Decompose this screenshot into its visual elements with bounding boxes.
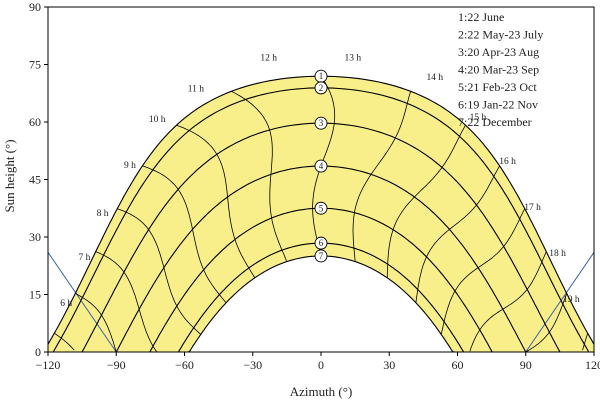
series-marker-5 xyxy=(314,201,328,215)
hour-label-11: 17 h xyxy=(524,203,541,213)
hour-line-17 xyxy=(469,251,547,352)
y-axis-label: Sun height (°) xyxy=(2,139,17,212)
y-tick-label-1: 15 xyxy=(29,288,41,302)
legend-item-3: 3:20 Apr-23 Aug xyxy=(458,45,539,59)
y-tick-label-0: 0 xyxy=(35,345,41,359)
series-marker-4 xyxy=(314,159,328,173)
hour-label-3: 9 h xyxy=(124,161,136,171)
hour-label-5: 11 h xyxy=(188,84,205,94)
series-marker-7 xyxy=(314,249,328,263)
series-marker-label-6: 6 xyxy=(319,238,324,248)
legend-item-1: 1:22 June xyxy=(458,10,504,24)
series-marker-label-2: 2 xyxy=(319,83,324,93)
x-tick-label-7: 90 xyxy=(520,358,532,372)
series-marker-label-5: 5 xyxy=(319,203,324,213)
hour-line-10 xyxy=(176,124,256,279)
x-axis-label: Azimuth (°) xyxy=(290,384,353,399)
y-tick-label-3: 45 xyxy=(29,173,41,187)
x-tick-label-2: −60 xyxy=(175,358,194,372)
hour-line-9 xyxy=(142,165,227,304)
series-marker-3 xyxy=(314,116,328,130)
legend: 1:22 June 2:22 May-23 July 3:20 Apr-23 Aug… xyxy=(458,10,543,129)
series-marker-2 xyxy=(314,81,328,95)
hour-line-5 xyxy=(54,332,75,351)
x-tick-label-3: −30 xyxy=(243,358,262,372)
hour-label-9: 15 h xyxy=(470,113,487,123)
obstruction-line-left xyxy=(47,252,117,353)
series-marker-label-1: 1 xyxy=(319,71,324,81)
hour-label-10: 16 h xyxy=(499,157,516,167)
legend-item-5: 5:21 Feb-23 Oct xyxy=(458,80,537,94)
legend-item-2: 2:22 May-23 July xyxy=(458,28,543,42)
legend-item-4: 4:20 Mar-23 Sep xyxy=(458,63,539,77)
y-tick-label-5: 75 xyxy=(29,58,41,72)
legend-item-6: 6:19 Jan-22 Nov xyxy=(458,98,538,112)
hour-label-8: 14 h xyxy=(426,73,443,83)
x-tick-label-4: 0 xyxy=(318,358,324,372)
hour-label-0: 6 h xyxy=(60,299,72,309)
hour-label-7: 13 h xyxy=(345,54,362,64)
series-marker-label-4: 4 xyxy=(319,161,324,171)
hour-line-14 xyxy=(386,125,466,278)
hour-line-11 xyxy=(231,90,288,262)
hour-line-16 xyxy=(440,208,526,335)
hour-label-2: 8 h xyxy=(97,209,109,219)
hour-line-18 xyxy=(525,293,568,352)
obstruction-line-right xyxy=(525,252,595,353)
x-tick-label-6: 60 xyxy=(452,358,464,372)
hour-line-7 xyxy=(95,251,158,352)
x-tick-label-0: −120 xyxy=(36,358,61,372)
hour-line-13 xyxy=(352,91,411,262)
hour-line-8 xyxy=(117,208,202,335)
hour-line-6 xyxy=(75,293,117,352)
hour-label-1: 7 h xyxy=(78,253,90,263)
hour-label-4: 10 h xyxy=(149,115,166,125)
hour-label-6: 12 h xyxy=(260,54,277,64)
hour-line-19 xyxy=(582,332,588,351)
hour-line-15 xyxy=(415,165,500,303)
series-marker-label-3: 3 xyxy=(319,118,324,128)
x-tick-label-8: 120 xyxy=(585,358,600,372)
legend-item-7: 7:22 December xyxy=(458,115,532,129)
y-tick-label-2: 30 xyxy=(29,230,41,244)
x-tick-label-1: −90 xyxy=(107,358,126,372)
y-tick-label-6: 90 xyxy=(29,0,41,14)
y-tick-label-4: 60 xyxy=(29,115,41,129)
x-tick-label-5: 30 xyxy=(383,358,395,372)
series-marker-label-7: 7 xyxy=(319,251,324,261)
hour-label-12: 18 h xyxy=(549,249,566,259)
hour-label-13: 19 h xyxy=(563,295,580,305)
series-marker-6 xyxy=(314,236,328,250)
